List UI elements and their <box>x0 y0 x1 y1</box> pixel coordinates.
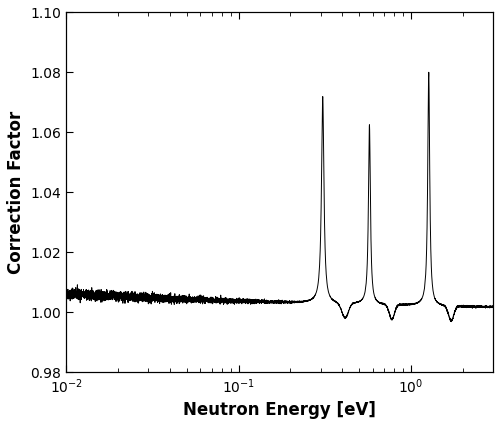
X-axis label: Neutron Energy [eV]: Neutron Energy [eV] <box>183 401 376 419</box>
Y-axis label: Correction Factor: Correction Factor <box>7 111 25 274</box>
